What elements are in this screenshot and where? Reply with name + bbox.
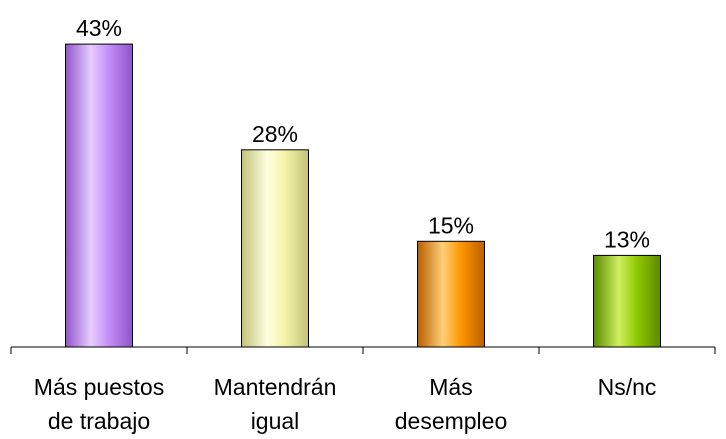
- bar-1: [65, 43, 133, 348]
- bar-3: [417, 240, 485, 348]
- x-tick-label-line: de trabajo: [48, 408, 150, 434]
- value-labels-group: 43% 28% 15% 13%: [76, 15, 650, 252]
- x-tick-label-line: Más: [429, 374, 472, 400]
- bars-group: [65, 43, 661, 348]
- value-label-1: 43%: [76, 15, 122, 41]
- bar-4: [593, 254, 661, 348]
- value-label-2: 28%: [252, 121, 298, 147]
- x-tick-label-line: desempleo: [395, 408, 508, 434]
- bar-2: [241, 149, 309, 348]
- x-tick-labels-group: Más puestos de trabajo Mantendrán igual Más d…: [34, 374, 657, 434]
- x-tick-label-line: Más puestos: [34, 374, 164, 400]
- value-label-4: 13%: [604, 226, 650, 252]
- x-tick-label-4: Ns/nc: [598, 374, 657, 400]
- x-tick-label-line: Mantendrán: [214, 374, 337, 400]
- x-tick-label-1: Más puestos de trabajo: [34, 374, 164, 434]
- value-label-3: 15%: [428, 212, 474, 238]
- x-axis: [10, 346, 716, 354]
- x-tick-label-3: Más desempleo: [395, 374, 508, 434]
- x-tick-label-2: Mantendrán igual: [214, 374, 337, 434]
- x-tick-label-line: Ns/nc: [598, 374, 657, 400]
- x-tick-label-line: igual: [251, 408, 300, 434]
